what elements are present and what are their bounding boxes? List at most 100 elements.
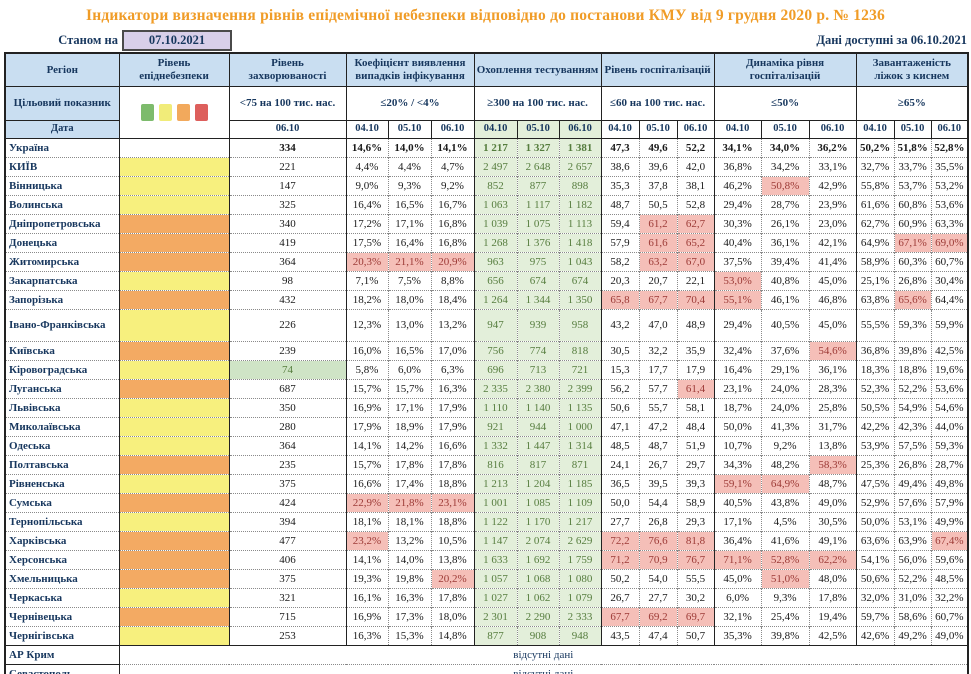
table-row: Івано-Франківська 226 12,3% 13,0% 13,2% 947 93… [4,309,969,342]
dynamics-cell: 53,0% [713,271,762,291]
detection-cell: 18,9% [387,417,431,437]
incidence-cell: 406 [228,550,346,570]
table-row: Чернівецька 715 16,9% 17,3% 18,0% 2 301 2 290 2… [4,607,969,627]
testing-cell: 2 074 [516,531,560,551]
dynamics-cell: 17,1% [713,512,762,532]
table-row: Кіровоградська 74 5,8% 6,0% 6,3% 696 713 721 15,… [4,360,969,380]
dynamics-cell: 25,4% [760,607,810,627]
epidanger-level-cell [118,176,229,196]
date-cell: 05.10 [387,120,432,139]
legend-green-swatch [140,104,154,121]
testing-cell: 1 110 [473,398,518,418]
date-row-label: Дата [4,120,120,139]
table-row: Житомирська 364 20,3% 21,1% 20,9% 963 975 1 043… [4,252,969,272]
detection-cell: 18,4% [430,290,475,310]
hospitalization-cell: 52,8 [676,195,715,215]
testing-cell: 1 204 [516,474,560,494]
beds-cell: 49,0% [930,626,969,646]
dynamics-cell: 33,1% [808,157,857,177]
table-row: АР Крим відсутні дані [4,645,969,665]
epidanger-level-cell [118,493,229,513]
detection-cell: 5,8% [345,360,388,380]
detection-cell: 16,0% [345,341,388,361]
region-cell: Волинська [4,195,119,215]
detection-cell: 15,7% [345,379,388,399]
hospitalization-cell: 69,2 [638,607,678,627]
beds-cell: 49,8% [930,474,969,494]
hospitalization-cell: 47,0 [638,309,678,342]
table-row: Луганська 687 15,7% 15,7% 16,3% 2 335 2 380 2 3… [4,379,969,399]
testing-cell: 1 217 [473,138,518,158]
hospitalization-cell: 57,7 [638,379,678,399]
detection-cell: 18,0% [430,607,475,627]
table-row: Хмельницька 375 19,3% 19,8% 20,2% 1 057 1 068 1… [4,569,969,589]
region-cell: Черкаська [4,588,119,608]
region-cell: Дніпропетровська [4,214,119,234]
dynamics-cell: 32,1% [713,607,762,627]
hospitalization-cell: 70,9 [638,550,678,570]
legend-red-swatch [194,104,208,121]
hospitalization-cell: 50,7 [676,626,715,646]
beds-cell: 32,2% [930,588,969,608]
date-cell: 04.10 [473,120,518,139]
detection-cell: 18,8% [430,474,475,494]
hospitalization-cell: 15,3 [600,360,640,380]
region-cell: Хмельницька [4,569,119,589]
dynamics-cell: 45,0% [713,569,762,589]
target-oxygen-beds: ≥65% [855,86,969,121]
dynamics-cell: 40,8% [760,271,810,291]
table-header: Регіон Рівень епіднебезпеки Рівень захво… [4,52,969,139]
hospitalization-cell: 81,8 [676,531,715,551]
detection-cell: 17,8% [430,588,475,608]
testing-cell: 1 113 [558,214,602,234]
col-header-testing: Охоплення тестуванням [473,52,602,87]
date-cell: 06.10 [930,120,969,139]
detection-cell: 13,0% [387,309,431,342]
region-cell: Луганська [4,379,119,399]
incidence-cell: 477 [228,531,346,551]
incidence-cell: 364 [228,436,346,456]
hospitalization-cell: 26,7 [600,588,640,608]
beds-cell: 60,9% [893,214,932,234]
epidanger-level-cell [118,626,229,646]
beds-cell: 56,0% [893,550,932,570]
region-cell: Сумська [4,493,119,513]
testing-cell: 1 068 [516,569,560,589]
detection-cell: 16,3% [387,588,431,608]
dynamics-cell: 23,1% [713,379,762,399]
dynamics-cell: 29,4% [713,309,762,342]
detection-cell: 16,4% [387,233,431,253]
beds-cell: 30,4% [930,271,969,291]
beds-cell: 69,0% [930,233,969,253]
testing-cell: 1 080 [558,569,602,589]
detection-cell: 4,4% [345,157,388,177]
beds-cell: 31,0% [893,588,932,608]
region-cell: Донецька [4,233,119,253]
dynamics-cell: 71,1% [713,550,762,570]
beds-cell: 61,6% [855,195,895,215]
testing-cell: 1 182 [558,195,602,215]
testing-cell: 1 344 [516,290,560,310]
table-row: Запорізька 432 18,2% 18,0% 18,4% 1 264 1 344 1 … [4,290,969,310]
detection-cell: 13,8% [430,550,475,570]
testing-cell: 1 327 [516,138,560,158]
detection-cell: 17,3% [387,607,431,627]
beds-cell: 59,9% [930,309,969,342]
epidanger-level-cell [118,360,229,380]
testing-cell: 2 629 [558,531,602,551]
beds-cell: 54,6% [930,398,969,418]
hospitalization-cell: 32,2 [638,341,678,361]
detection-cell: 16,6% [345,474,388,494]
hospitalization-cell: 57,9 [600,233,640,253]
beds-cell: 67,1% [893,233,932,253]
hospitalization-cell: 35,9 [676,341,715,361]
beds-cell: 32,7% [855,157,895,177]
detection-cell: 19,3% [345,569,388,589]
beds-cell: 57,6% [893,493,932,513]
beds-cell: 26,8% [893,271,932,291]
detection-cell: 20,2% [430,569,475,589]
dynamics-cell: 34,3% [713,455,762,475]
testing-cell: 1 039 [473,214,518,234]
region-cell: Житомирська [4,252,119,272]
hospitalization-cell: 24,1 [600,455,640,475]
